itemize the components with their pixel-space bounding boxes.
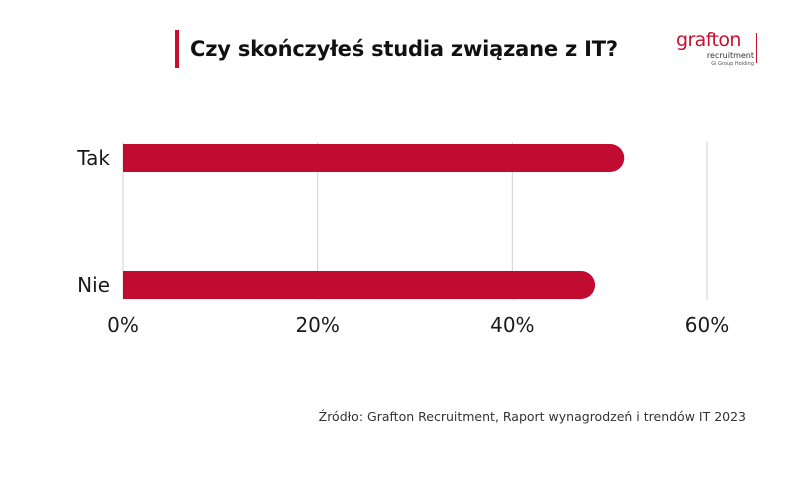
logo-wordmark: grafton: [676, 29, 741, 51]
logo-divider: [756, 33, 757, 63]
logo-group-name: Gi Group Holding: [711, 61, 754, 67]
chart-title: Czy skończyłeś studia związane z IT?: [190, 37, 618, 61]
title-block: Czy skończyłeś studia związane z IT?: [175, 30, 618, 68]
x-tick-label-0: 0%: [107, 313, 139, 337]
title-accent-bar: [175, 30, 179, 68]
logo-subtitle: recruitment: [706, 51, 754, 60]
x-tick-label-40: 40%: [490, 313, 534, 337]
category-label-nie: Nie: [77, 273, 110, 297]
bar-nie: [123, 271, 596, 299]
x-tick-label-20: 20%: [295, 313, 339, 337]
source-note: Źródło: Grafton Recruitment, Raport wyna…: [318, 409, 746, 424]
category-label-tak: Tak: [76, 146, 110, 170]
bar-tak: [123, 144, 625, 172]
grafton-logo: grafton recruitment Gi Group Holding: [676, 30, 766, 74]
x-tick-label-60: 60%: [685, 313, 729, 337]
